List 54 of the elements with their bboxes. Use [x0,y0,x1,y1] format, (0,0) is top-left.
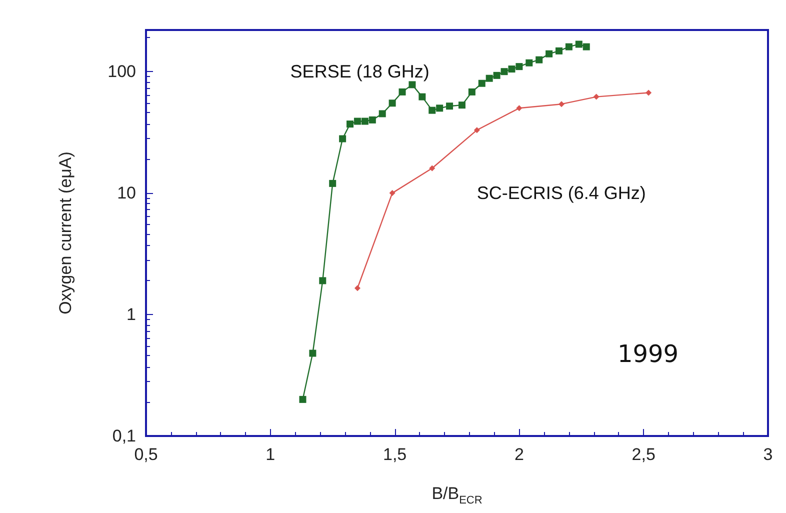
point [446,102,454,110]
point [319,277,326,284]
point [339,135,346,142]
point [526,59,533,66]
x-tick-label: 1 [266,445,276,464]
point [474,127,480,134]
point [536,56,543,64]
point [478,80,486,87]
point [388,100,396,107]
annotation: 1999 [617,340,679,368]
point [354,285,360,292]
x-tick-label: 0,5 [134,445,158,464]
point [500,68,508,76]
y-tick-label: 100 [108,62,136,82]
point [389,190,396,196]
point [418,93,426,100]
y-axis-title: Oxygen current (eμA) [56,152,75,314]
point [516,105,522,112]
point [486,74,493,82]
point [354,118,361,125]
x-tick-label: 1,5 [382,445,407,464]
x-tick-label: 2 [514,445,524,464]
point [329,180,336,187]
point [361,118,368,125]
point [468,88,476,96]
point [546,50,553,58]
point [398,88,406,96]
x-tick-label: 2,5 [632,445,656,464]
point [408,81,416,88]
point [458,102,466,109]
point [429,165,436,172]
point [575,40,582,48]
text: SC-ECRIS (6.4 GHz) [476,183,646,204]
point [558,101,564,108]
point [493,72,500,79]
point [565,43,572,50]
x-tick-label: 3 [763,445,773,464]
point [368,116,376,124]
point [378,110,386,118]
series-label: SERSE (18 GHz) [290,62,430,82]
point [582,43,590,50]
point [646,90,652,96]
point [309,350,316,357]
point [556,47,563,54]
point [516,63,523,70]
y-tick-label: 0,1 [112,426,136,446]
point [346,120,354,128]
point [436,104,444,112]
point [508,66,516,73]
point [299,396,306,403]
y-tick-label: 1 [126,305,136,324]
point [428,106,436,114]
y-tick-label: 10 [117,184,136,203]
point [593,94,600,100]
